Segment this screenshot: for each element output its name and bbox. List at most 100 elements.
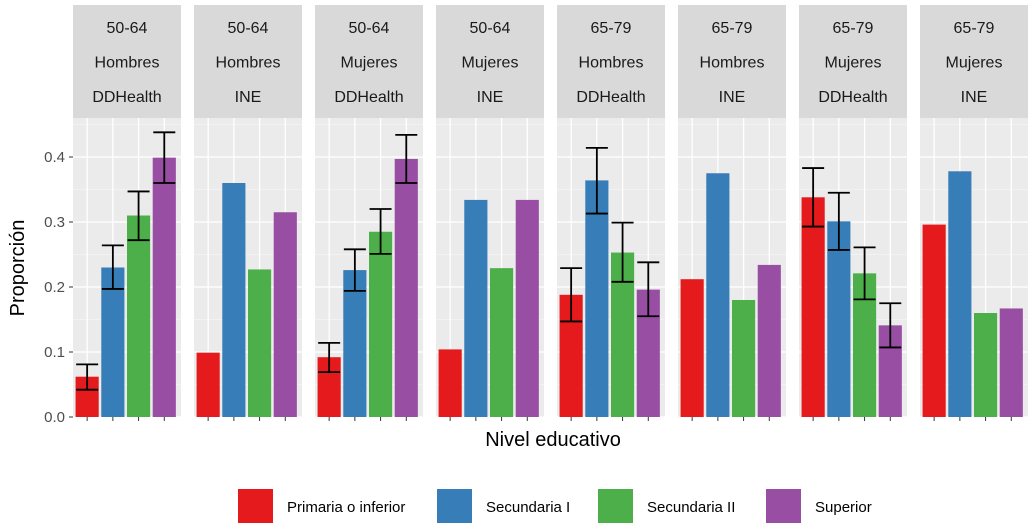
bar: [680, 279, 704, 417]
y-tick-label: 0.0: [44, 409, 65, 426]
error-bar: [101, 244, 124, 290]
facet-strip-label-sex: Hombres: [700, 55, 765, 72]
error-bar: [369, 208, 392, 255]
legend-swatch: [437, 489, 472, 523]
facet-panel: 50-64 Hombres DDHealth: [73, 5, 181, 421]
facet-strip-label-sex: Hombres: [95, 55, 160, 72]
facet-strip-label-age: 50-64: [107, 20, 148, 37]
bar: [438, 349, 462, 417]
error-bar: [802, 167, 825, 228]
bar: [222, 183, 246, 417]
bar: [515, 199, 539, 417]
bar: [196, 352, 220, 417]
facet-strip-label-age: 65-79: [954, 20, 995, 37]
bar: [636, 289, 660, 417]
bar: [490, 268, 514, 417]
error-bar: [637, 261, 660, 318]
facet-strip-label-sex: Mujeres: [462, 55, 519, 72]
bar: [801, 197, 825, 417]
bar: [394, 158, 418, 417]
legend-swatch: [766, 489, 801, 523]
facet-strip: [799, 5, 907, 118]
bar: [757, 264, 781, 417]
legend-entry: Primaria o inferior: [238, 489, 405, 523]
facet-strip-label-sex: Mujeres: [946, 55, 1003, 72]
legend-label: Secundaria I: [486, 499, 570, 516]
facet-strip-label-sex: Hombres: [216, 55, 281, 72]
bar: [101, 267, 125, 417]
error-bar: [395, 133, 418, 184]
bar: [369, 231, 393, 417]
facet-strip-label-source: INE: [961, 89, 988, 106]
error-bar: [585, 146, 608, 215]
facet-strip-label-source: INE: [719, 89, 746, 106]
facet-strip: [194, 5, 302, 118]
y-tick-label: 0.1: [44, 344, 65, 361]
facet-panel: 65-79 Hombres INE: [678, 5, 786, 421]
bar: [248, 269, 272, 417]
error-bar: [343, 248, 366, 292]
facet-strip-label-sex: Mujeres: [825, 55, 882, 72]
error-bar: [560, 267, 583, 323]
facet-strip-label-source: INE: [477, 89, 504, 106]
bar: [464, 199, 488, 417]
panels-layer: 50-64 Hombres DDHealth 50-64 Hombres INE 50-64…: [73, 5, 1028, 421]
error-bar: [127, 190, 150, 242]
facet-panel: 50-64 Mujeres INE: [436, 5, 544, 421]
bar: [974, 313, 998, 417]
y-axis: 0.0 0.1 0.2 0.3 0.4: [44, 149, 73, 426]
bar: [273, 212, 297, 417]
facet-strip: [678, 5, 786, 118]
y-tick-label: 0.4: [44, 149, 65, 166]
facet-strip-label-source: INE: [235, 89, 262, 106]
facet-strip-label-age: 65-79: [833, 20, 874, 37]
facet-panel: 65-79 Mujeres INE: [920, 5, 1028, 421]
legend-label: Primaria o inferior: [287, 499, 405, 516]
x-axis-title: Nivel educativo: [485, 429, 621, 451]
legend: Primaria o inferior Secundaria I Secundari…: [238, 489, 872, 523]
legend-entry: Secundaria I: [437, 489, 570, 523]
error-bar: [153, 131, 176, 184]
legend-entry: Secundaria II: [598, 489, 735, 523]
facet-strip-label-sex: Hombres: [579, 55, 644, 72]
y-tick-label: 0.3: [44, 214, 65, 231]
bar: [75, 376, 99, 417]
bar: [853, 273, 877, 417]
bar: [152, 157, 176, 417]
legend-swatch: [598, 489, 633, 523]
error-bar: [853, 246, 876, 301]
facet-strip: [73, 5, 181, 118]
facet-strip-label-source: DDHealth: [576, 89, 645, 106]
legend-label: Superior: [815, 499, 872, 516]
facet-strip-label-age: 50-64: [228, 20, 269, 37]
error-bar: [611, 221, 634, 283]
bar: [999, 308, 1023, 417]
error-bar: [76, 363, 99, 391]
facet-strip-label-age: 65-79: [712, 20, 753, 37]
facet-strip-label-sex: Mujeres: [341, 55, 398, 72]
legend-swatch: [238, 489, 273, 523]
facet-strip: [920, 5, 1028, 118]
facet-strip: [557, 5, 665, 118]
error-bar: [318, 341, 341, 374]
facet-strip-label-age: 65-79: [591, 20, 632, 37]
bar: [922, 224, 946, 417]
bar: [706, 173, 730, 417]
facet-strip: [315, 5, 423, 118]
facet-panel: 65-79 Mujeres DDHealth: [799, 5, 907, 421]
error-bar: [879, 302, 902, 349]
legend-label: Secundaria II: [647, 499, 735, 516]
facet-strip-label-source: DDHealth: [92, 89, 161, 106]
bar: [732, 300, 756, 417]
bar: [127, 215, 151, 417]
bar: [827, 221, 851, 417]
bar: [559, 294, 583, 417]
facet-strip: [436, 5, 544, 118]
facet-strip-label-age: 50-64: [349, 20, 390, 37]
y-axis-title: Proporción: [7, 220, 29, 317]
bar: [343, 270, 367, 417]
facet-strip-label-source: DDHealth: [818, 89, 887, 106]
facet-strip-label-source: DDHealth: [334, 89, 403, 106]
facet-panel: 65-79 Hombres DDHealth: [557, 5, 665, 421]
